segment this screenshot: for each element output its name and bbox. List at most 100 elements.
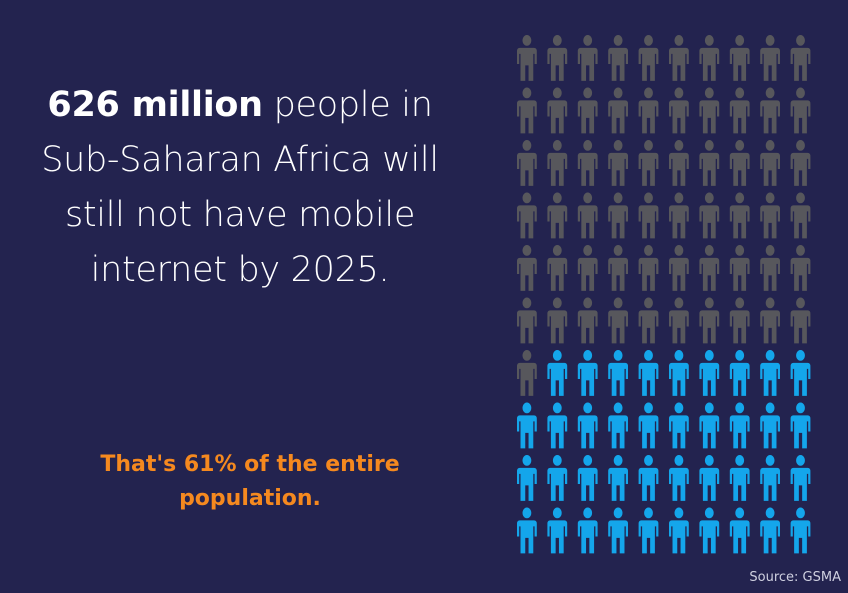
person-icon [547, 297, 568, 344]
person-icon [729, 140, 750, 186]
person-icon [608, 455, 628, 501]
person-icon [760, 350, 780, 396]
person-icon [638, 35, 659, 81]
person-icon [547, 245, 568, 291]
person-icon [699, 455, 720, 501]
person-icon [790, 35, 811, 81]
person-icon [517, 140, 537, 186]
person-icon [760, 402, 780, 449]
person-icon [729, 35, 750, 81]
person-icon [638, 245, 659, 291]
person-icon [669, 140, 689, 186]
person-icon [638, 507, 659, 554]
person-icon [547, 87, 568, 134]
person-icon [760, 507, 780, 554]
person-icon [547, 35, 568, 81]
person-icon [760, 140, 780, 186]
person-icon [790, 507, 811, 554]
person-icon [608, 350, 628, 396]
person-icon [790, 297, 811, 344]
person-icon [699, 140, 720, 186]
person-icon [669, 87, 689, 134]
person-icon [608, 297, 628, 344]
person-icon [517, 455, 537, 501]
person-icon [669, 350, 689, 396]
person-icon [699, 245, 720, 291]
person-icon [577, 140, 598, 186]
person-icon [790, 140, 811, 186]
person-icon [760, 35, 780, 81]
person-icon [638, 297, 659, 344]
person-icon [577, 35, 598, 81]
person-icon [729, 297, 750, 344]
person-icon [608, 87, 628, 134]
person-icon [517, 297, 537, 344]
person-icon [577, 245, 598, 291]
person-icon [608, 245, 628, 291]
person-icon [517, 192, 537, 239]
person-icon [729, 245, 750, 291]
person-icon [699, 297, 720, 344]
person-icon [790, 350, 811, 396]
person-icon [577, 192, 598, 239]
person-icon [517, 507, 537, 554]
person-icon [669, 455, 689, 501]
person-icon [577, 297, 598, 344]
person-icon [699, 402, 720, 449]
person-icon [729, 350, 750, 396]
person-icon [517, 402, 537, 449]
headline-strong: 626 million [47, 85, 263, 125]
person-icon [638, 455, 659, 501]
person-icon [760, 192, 780, 239]
person-icon [547, 192, 568, 239]
person-icon [638, 402, 659, 449]
person-icon [547, 402, 568, 449]
person-icon [729, 507, 750, 554]
person-icon [669, 507, 689, 554]
person-icon [669, 35, 689, 81]
person-icon [638, 192, 659, 239]
person-icon [729, 192, 750, 239]
person-icon [699, 35, 720, 81]
person-icon [547, 507, 568, 554]
person-icon [669, 245, 689, 291]
person-icon [547, 455, 568, 501]
person-icon [577, 350, 598, 396]
person-icon [547, 350, 568, 396]
person-icon [760, 245, 780, 291]
person-icon [608, 140, 628, 186]
person-icon [638, 140, 659, 186]
headline-rest: people in Sub-Saharan Africa will still … [41, 85, 439, 290]
person-icon [790, 87, 811, 134]
person-icon [729, 402, 750, 449]
person-icon [699, 507, 720, 554]
person-icon [517, 35, 537, 81]
person-icon [517, 350, 537, 396]
person-icon [577, 87, 598, 134]
person-icon [517, 245, 537, 291]
person-icon [699, 350, 720, 396]
subline: That's 61% of the entire population. [100, 452, 400, 511]
person-icon [638, 350, 659, 396]
person-icon [577, 507, 598, 554]
person-icon [760, 87, 780, 134]
person-icon [729, 455, 750, 501]
person-icon [729, 87, 750, 134]
person-icon [760, 297, 780, 344]
headline: 626 million people in Sub-Saharan Africa… [30, 78, 450, 298]
source-label: Source: GSMA [749, 570, 841, 585]
person-icon [699, 192, 720, 239]
person-icon [638, 87, 659, 134]
person-icon [608, 402, 628, 449]
person-icon [669, 402, 689, 449]
person-icon [669, 297, 689, 344]
person-icon [577, 455, 598, 501]
person-icon [547, 140, 568, 186]
person-icon [760, 455, 780, 501]
person-icon [608, 192, 628, 239]
person-icon [790, 245, 811, 291]
person-icon [790, 192, 811, 239]
person-icon [608, 35, 628, 81]
person-icon [577, 402, 598, 449]
pictogram [517, 35, 811, 554]
